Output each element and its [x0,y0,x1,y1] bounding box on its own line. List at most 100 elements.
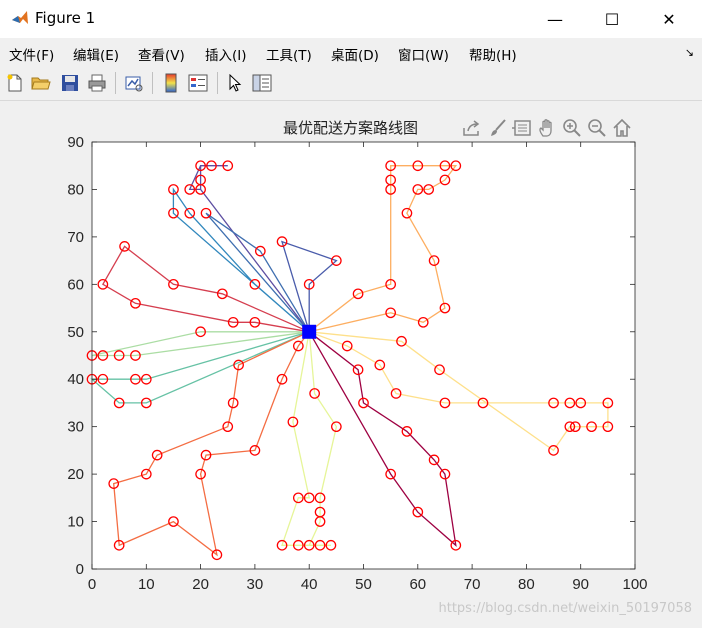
maximize-button[interactable]: ☐ [589,0,635,38]
customer-marker [423,184,435,195]
customer-marker [287,416,299,428]
zoom-out-icon[interactable] [586,117,608,139]
menu-tools[interactable]: 工具(T) [266,48,312,64]
customer-marker [314,492,326,504]
customer-marker [330,421,342,433]
x-tick-label: 70 [464,576,481,593]
customer-marker [352,364,364,376]
menu-file[interactable]: 文件(F) [9,48,55,64]
customer-marker [417,316,429,328]
dock-arrow-icon[interactable]: ↘ [684,46,694,59]
y-tick-label: 50 [67,324,84,341]
customer-marker [222,160,234,172]
customer-marker [249,278,261,290]
toolbar-separator [217,72,218,94]
customer-marker [439,174,451,186]
home-icon[interactable] [611,117,633,139]
insert-legend-icon[interactable] [187,72,209,94]
customer-marker [352,288,364,300]
customer-marker [412,184,424,195]
customer-marker [548,397,559,409]
customer-marker [396,335,407,347]
menu-edit[interactable]: 编辑(E) [73,48,120,64]
x-tick-label: 50 [355,576,372,593]
insert-colorbar-icon[interactable] [160,72,182,94]
open-folder-icon[interactable] [30,72,52,94]
customer-marker [548,445,559,456]
menu-window[interactable]: 窗口(W) [398,48,449,64]
customer-marker [385,278,396,290]
watermark-text: https://blog.csdn.net/weixin_50197058 [438,601,692,616]
x-tick-label: 80 [518,576,535,593]
route-line-4 [281,240,338,332]
customer-marker [276,236,288,247]
x-tick-label: 30 [247,576,264,593]
menu-view[interactable]: 查看(V) [138,48,185,64]
customer-marker [330,255,342,266]
customer-marker [113,350,125,361]
data-tips-icon[interactable] [511,117,533,139]
customer-marker [358,397,369,409]
customer-marker [140,373,152,385]
customer-marker [184,207,196,219]
export-icon[interactable] [461,117,483,139]
customer-marker [292,492,304,504]
customer-marker [206,160,217,172]
zoom-in-icon[interactable] [561,117,583,139]
customer-marker [314,516,326,527]
customer-marker [151,449,163,461]
customer-marker [195,174,206,186]
window-title: Figure 1 [35,9,96,27]
pan-hand-icon[interactable] [536,117,558,139]
customer-marker [249,316,261,328]
customer-marker [428,454,440,466]
customer-marker [254,245,266,257]
brush-icon[interactable] [487,117,509,139]
close-button[interactable]: ✕ [646,0,692,38]
route-line-8 [113,331,310,557]
customer-marker [303,539,315,551]
minimize-button[interactable]: — [532,0,578,38]
customer-marker [390,388,402,399]
customer-marker [412,160,424,172]
customer-marker [195,160,206,172]
customer-marker [200,207,212,219]
y-tick-label: 20 [67,466,84,483]
customer-marker [385,160,396,172]
customer-marker [130,373,141,385]
customer-marker [428,255,440,266]
property-inspector-icon[interactable] [251,72,273,94]
save-icon[interactable] [59,72,81,94]
new-file-icon[interactable] [4,72,26,94]
customer-marker [477,397,489,409]
y-tick-label: 30 [67,419,84,436]
customer-marker [292,539,304,551]
customer-marker [439,468,451,480]
x-tick-label: 0 [88,576,96,593]
select-pointer-icon[interactable] [224,72,246,94]
customer-marker [325,539,337,551]
customer-marker [119,241,130,252]
route-line-2 [172,187,310,333]
menu-insert[interactable]: 插入(I) [205,48,247,64]
x-tick-label: 40 [301,576,318,593]
chart-title: 最优配送方案路线图 [283,119,419,137]
customer-marker [195,326,206,338]
customer-marker [130,297,141,309]
minimize-icon: — [547,9,563,29]
customer-marker [575,397,587,409]
x-tick-label: 60 [409,576,426,593]
menu-desktop[interactable]: 桌面(D) [331,48,379,64]
link-plot-icon[interactable] [123,72,145,94]
x-tick-label: 100 [622,576,647,593]
customer-marker [113,539,125,551]
customer-marker [412,506,424,518]
print-icon[interactable] [86,72,108,94]
customer-marker [249,445,261,456]
toolbar-separator [115,72,116,94]
toolbar [0,66,702,101]
customer-marker [374,359,386,371]
menu-help[interactable]: 帮助(H) [469,48,517,64]
customer-marker [227,316,239,328]
